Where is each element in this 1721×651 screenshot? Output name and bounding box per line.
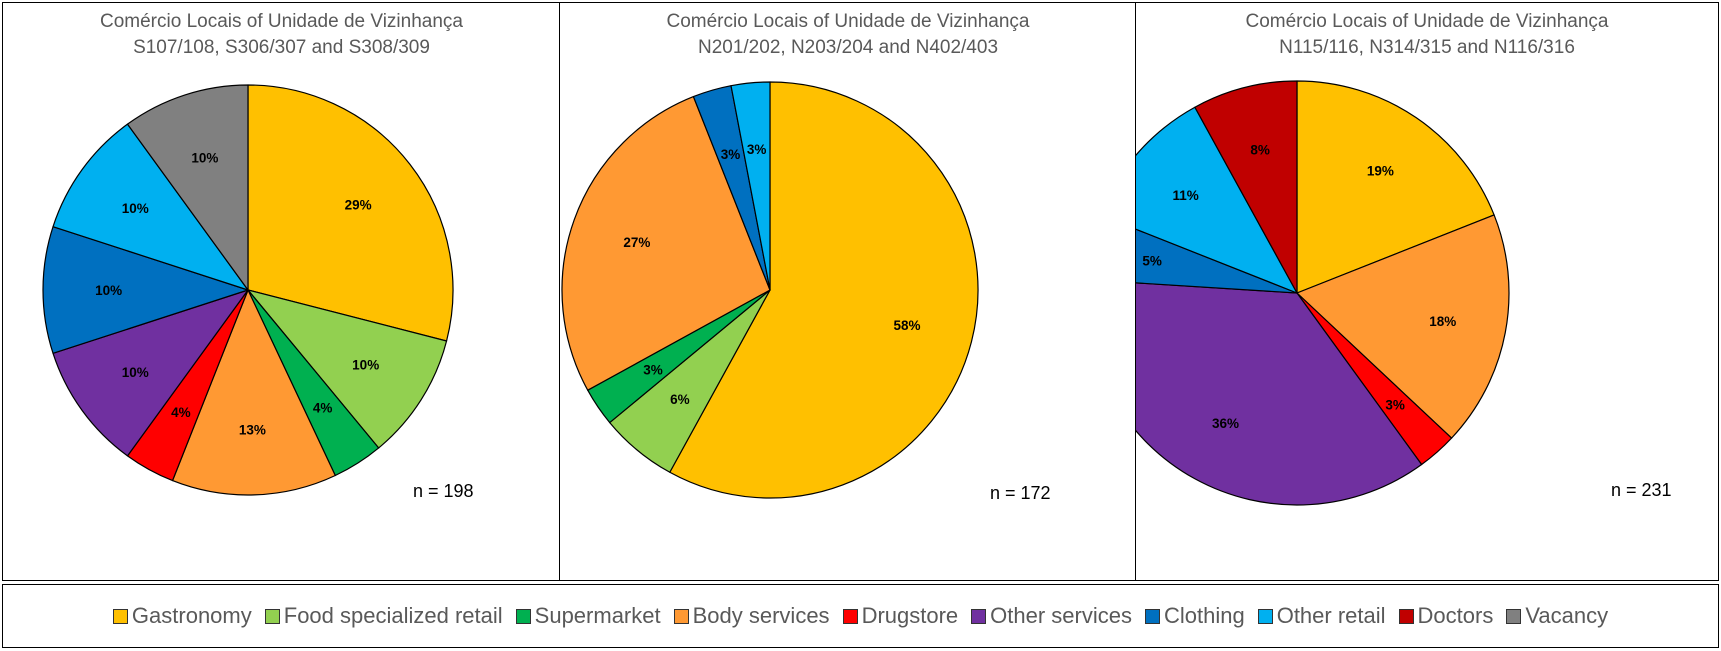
legend-swatch xyxy=(1144,608,1160,624)
legend-label: Drugstore xyxy=(861,603,959,628)
pie-slice-body-services xyxy=(1296,214,1510,439)
pie-slice-other-services xyxy=(1136,282,1423,506)
legend-item-doctors: Doctors xyxy=(1398,603,1494,629)
chart-title-line-1: Comércio Locais of Unidade de Vizinhança xyxy=(1245,11,1609,32)
chart-title: Comércio Locais of Unidade de Vizinhança… xyxy=(560,9,1136,61)
legend-swatch xyxy=(264,608,280,624)
legend-item-food-specialized-retail: Food specialized retail xyxy=(264,603,503,629)
sample-size-label: n = 172 xyxy=(990,483,1051,503)
data-label-doctors: 8% xyxy=(1250,142,1270,157)
pie-slice-other-retail xyxy=(1136,106,1298,294)
sample-size-label: n = 231 xyxy=(1611,480,1672,500)
pie-slice-vacancy xyxy=(126,84,249,291)
legend-label: Food specialized retail xyxy=(283,603,503,628)
legend-label: Clothing xyxy=(1163,603,1245,628)
legend-swatch xyxy=(1398,608,1414,624)
data-label-food-specialized-retail: 6% xyxy=(670,392,690,407)
legend-item-other-retail: Other retail xyxy=(1257,603,1386,629)
chart-title-line-1: Comércio Locais of Unidade de Vizinhança xyxy=(666,11,1030,32)
data-label-gastronomy: 58% xyxy=(893,318,920,333)
pie-chart: 19% 18% 3% 36% 5% 11% 8% xyxy=(1136,80,1510,506)
data-label-other-services: 36% xyxy=(1212,416,1239,431)
legend-item-other-services: Other services xyxy=(971,603,1132,629)
chart-legend: Gastronomy Food specialized retail Superma… xyxy=(2,584,1719,648)
pie-slice-other-retail xyxy=(730,81,771,291)
legend-item-supermarket: Supermarket xyxy=(515,603,661,629)
chart-title: Comércio Locais of Unidade de Vizinhança… xyxy=(3,9,560,61)
data-label-clothing: 3% xyxy=(721,147,741,162)
data-label-body-services: 13% xyxy=(239,422,266,437)
pie-slice-body-services xyxy=(171,289,336,496)
sample-size-label: n = 198 xyxy=(413,481,474,501)
data-label-clothing: 5% xyxy=(1142,254,1162,269)
pie-slice-doctors xyxy=(1194,80,1298,294)
legend-swatch xyxy=(842,608,858,624)
pie-slice-other-retail xyxy=(52,123,249,291)
data-label-other-services: 10% xyxy=(122,365,149,380)
pie-chart-panel-2: Comércio Locais of Unidade de Vizinhança… xyxy=(559,2,1137,581)
data-label-drugstore: 4% xyxy=(171,405,191,420)
legend-swatch xyxy=(112,608,128,624)
legend-label: Other retail xyxy=(1276,603,1386,628)
legend-swatch xyxy=(673,608,689,624)
data-label-clothing: 10% xyxy=(95,283,122,298)
chart-title: Comércio Locais of Unidade de Vizinhança… xyxy=(1136,9,1718,61)
data-label-food-specialized-retail: 10% xyxy=(352,358,379,373)
data-label-drugstore: 3% xyxy=(1385,397,1405,412)
data-label-body-services: 18% xyxy=(1429,314,1456,329)
legend-swatch xyxy=(515,608,531,624)
pie-chart-panel-1: Comércio Locais of Unidade de Vizinhança… xyxy=(2,2,561,581)
chart-title-line-2: S107/108, S306/307 and S308/309 xyxy=(133,37,430,58)
legend-label: Other services xyxy=(990,603,1132,628)
legend-label: Vacancy xyxy=(1525,603,1609,628)
chart-title-line-1: Comércio Locais of Unidade de Vizinhança xyxy=(100,11,463,32)
data-label-other-retail: 11% xyxy=(1173,188,1199,203)
legend-label: Doctors xyxy=(1417,603,1494,628)
legend-label: Supermarket xyxy=(534,603,661,628)
pie-slice-gastronomy xyxy=(247,84,454,342)
data-label-supermarket: 3% xyxy=(643,363,663,378)
data-label-body-services: 27% xyxy=(623,235,650,250)
legend-item-gastronomy: Gastronomy xyxy=(112,603,252,629)
pie-chart: 29% 10% 4% 13% 4% 10% 10% 10% 10% xyxy=(42,84,454,496)
data-label-vacancy: 10% xyxy=(191,150,218,165)
legend-swatch xyxy=(1257,608,1273,624)
pie-chart: 58% 6% 3% 27% 3% 3% xyxy=(561,81,979,499)
chart-title-line-2: N115/116, N314/315 and N116/316 xyxy=(1279,37,1575,58)
legend-item-clothing: Clothing xyxy=(1144,603,1245,629)
pie-slice-clothing xyxy=(42,226,249,354)
data-label-gastronomy: 19% xyxy=(1367,163,1394,178)
legend-swatch xyxy=(1506,608,1522,624)
legend-item-drugstore: Drugstore xyxy=(842,603,959,629)
pie-slice-gastronomy xyxy=(669,81,979,499)
legend-item-body-services: Body services xyxy=(673,603,830,629)
legend-label: Gastronomy xyxy=(131,603,252,628)
pie-chart-panel-3: Comércio Locais of Unidade de Vizinhança… xyxy=(1135,2,1719,581)
data-label-other-retail: 3% xyxy=(747,142,767,157)
legend-label: Body services xyxy=(692,603,830,628)
legend-item-vacancy: Vacancy xyxy=(1506,603,1608,629)
pie-slice-other-services xyxy=(52,289,249,457)
chart-title-line-2: N201/202, N203/204 and N402/403 xyxy=(697,37,999,58)
legend-swatch xyxy=(971,608,987,624)
data-label-supermarket: 4% xyxy=(313,401,333,416)
data-label-other-retail: 10% xyxy=(122,201,149,216)
pie-slice-food-specialized-retail xyxy=(247,289,448,449)
data-label-gastronomy: 29% xyxy=(345,198,372,213)
pie-slice-body-services xyxy=(561,96,771,391)
pie-slice-gastronomy xyxy=(1296,80,1495,294)
